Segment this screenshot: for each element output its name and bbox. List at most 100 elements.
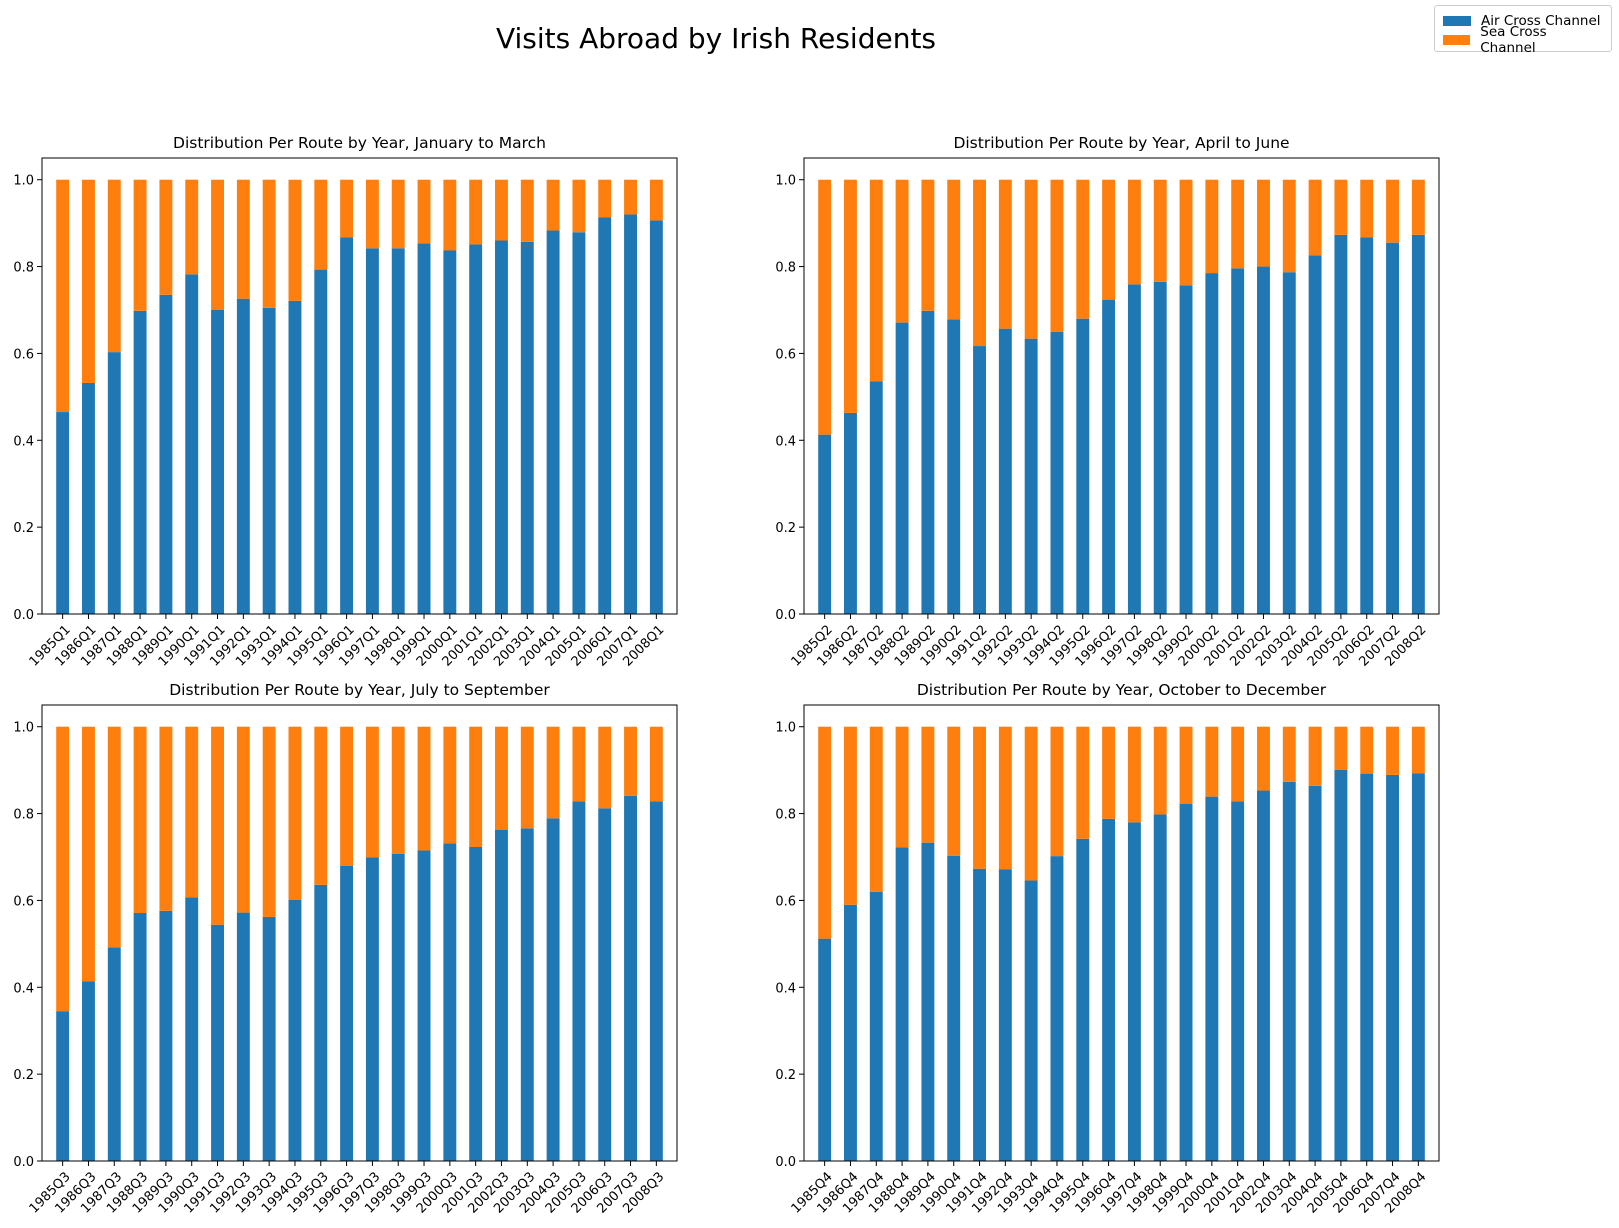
legend-swatch-air bbox=[1443, 15, 1471, 26]
bar-sea-2000Q3 bbox=[443, 726, 457, 844]
y-tick-label: 0.6 bbox=[13, 894, 34, 909]
bar-sea-1993Q4 bbox=[1024, 726, 1038, 881]
bar-sea-1998Q2 bbox=[1153, 179, 1167, 282]
bar-air-1995Q4 bbox=[1076, 838, 1090, 1161]
bar-air-1998Q1 bbox=[391, 248, 405, 614]
bar-air-2005Q3 bbox=[572, 801, 586, 1161]
y-tick-label: 0.4 bbox=[775, 981, 796, 996]
bar-sea-2001Q3 bbox=[469, 726, 483, 848]
bar-sea-2005Q4 bbox=[1334, 726, 1348, 770]
bar-sea-2004Q1 bbox=[546, 179, 560, 231]
bar-sea-1993Q1 bbox=[262, 179, 276, 308]
bar-air-1993Q2 bbox=[1024, 338, 1038, 614]
bar-air-1989Q2 bbox=[921, 310, 935, 614]
bar-sea-2005Q1 bbox=[572, 179, 586, 233]
axes-frame bbox=[41, 704, 678, 1162]
y-tick-label: 0.4 bbox=[13, 981, 34, 996]
bar-air-1999Q2 bbox=[1179, 285, 1193, 614]
bar-air-2000Q1 bbox=[443, 250, 457, 614]
bar-air-2006Q1 bbox=[598, 217, 612, 614]
bar-sea-2006Q3 bbox=[598, 726, 612, 809]
bar-sea-2004Q3 bbox=[546, 726, 560, 819]
bar-air-1991Q1 bbox=[211, 310, 224, 614]
legend-swatch-sea bbox=[1443, 34, 1471, 45]
bar-sea-1988Q1 bbox=[133, 179, 147, 311]
bar-air-1985Q3 bbox=[56, 1011, 70, 1161]
bar-air-2003Q3 bbox=[520, 828, 534, 1161]
bar-sea-1987Q3 bbox=[107, 726, 121, 948]
y-tick-label: 0.4 bbox=[13, 434, 34, 449]
bar-sea-1994Q2 bbox=[1050, 179, 1064, 332]
bar-air-2006Q2 bbox=[1360, 237, 1374, 614]
bar-air-1985Q2 bbox=[818, 434, 832, 614]
bar-sea-1999Q2 bbox=[1179, 179, 1193, 286]
bar-sea-1997Q3 bbox=[365, 726, 379, 858]
bar-air-1988Q3 bbox=[133, 913, 147, 1161]
bar-sea-2008Q2 bbox=[1411, 179, 1425, 235]
bar-air-2001Q1 bbox=[469, 244, 483, 615]
bar-sea-1995Q3 bbox=[314, 726, 328, 885]
y-tick-label: 0.8 bbox=[13, 808, 34, 823]
bar-sea-2004Q4 bbox=[1308, 726, 1322, 786]
bar-air-2006Q3 bbox=[598, 808, 612, 1161]
y-tick-label: 1.0 bbox=[775, 721, 796, 736]
bar-sea-1987Q2 bbox=[869, 179, 883, 382]
bar-sea-1989Q4 bbox=[921, 726, 935, 843]
bar-air-2001Q2 bbox=[1231, 268, 1245, 614]
y-tick-label: 0.8 bbox=[775, 808, 796, 823]
bar-sea-2000Q4 bbox=[1205, 726, 1219, 797]
bar-sea-2002Q3 bbox=[495, 726, 508, 830]
bar-sea-2003Q2 bbox=[1282, 179, 1296, 273]
bar-air-1996Q4 bbox=[1102, 818, 1116, 1161]
bar-air-2004Q1 bbox=[546, 230, 560, 614]
bar-sea-1985Q4 bbox=[818, 726, 832, 939]
bar-sea-1989Q2 bbox=[921, 179, 935, 311]
bar-air-1985Q4 bbox=[818, 938, 832, 1161]
bar-air-1992Q2 bbox=[998, 328, 1012, 614]
y-tick-label: 0.0 bbox=[13, 1155, 34, 1170]
subplot-title: Distribution Per Route by Year, January … bbox=[173, 134, 546, 152]
bar-air-2002Q4 bbox=[1257, 790, 1270, 1161]
axes-frame bbox=[41, 157, 678, 615]
bar-sea-2006Q1 bbox=[598, 179, 612, 218]
bar-sea-2006Q2 bbox=[1360, 179, 1374, 238]
bar-air-1994Q4 bbox=[1050, 856, 1064, 1161]
bar-air-1991Q4 bbox=[973, 868, 986, 1161]
bar-sea-1991Q1 bbox=[211, 179, 224, 310]
y-tick-label: 0.6 bbox=[775, 347, 796, 362]
bar-sea-2001Q1 bbox=[469, 179, 483, 245]
bar-sea-2002Q4 bbox=[1257, 726, 1270, 791]
bar-air-2000Q3 bbox=[443, 843, 457, 1161]
bar-air-1988Q2 bbox=[895, 322, 909, 614]
bar-sea-1988Q4 bbox=[895, 726, 909, 848]
bar-air-1997Q4 bbox=[1127, 822, 1141, 1161]
bar-sea-1991Q2 bbox=[973, 179, 986, 347]
bar-air-1994Q2 bbox=[1050, 331, 1064, 614]
bar-sea-2001Q4 bbox=[1231, 726, 1245, 802]
bar-air-2008Q4 bbox=[1411, 773, 1425, 1161]
bar-air-1994Q3 bbox=[288, 899, 302, 1161]
subplot-title: Distribution Per Route by Year, July to … bbox=[169, 681, 550, 699]
bar-sea-2000Q1 bbox=[443, 179, 457, 251]
bar-sea-1986Q4 bbox=[844, 726, 857, 905]
bar-sea-1994Q3 bbox=[288, 726, 302, 900]
bar-air-1998Q3 bbox=[391, 853, 405, 1161]
bar-air-1986Q3 bbox=[82, 981, 95, 1161]
bar-sea-2007Q3 bbox=[624, 726, 637, 796]
y-tick-label: 0.2 bbox=[13, 521, 34, 536]
bar-air-2006Q4 bbox=[1360, 773, 1374, 1161]
y-tick-label: 0.0 bbox=[775, 608, 796, 623]
bar-air-1988Q4 bbox=[895, 847, 909, 1161]
bar-air-1987Q3 bbox=[107, 947, 121, 1161]
bar-air-1996Q2 bbox=[1102, 300, 1116, 614]
bar-sea-1987Q1 bbox=[107, 179, 121, 353]
bar-sea-2001Q2 bbox=[1231, 179, 1245, 269]
legend-label-sea: Sea Cross Channel bbox=[1480, 23, 1547, 56]
bar-air-2007Q2 bbox=[1386, 242, 1399, 614]
bar-sea-1993Q3 bbox=[262, 726, 276, 917]
bar-sea-2005Q3 bbox=[572, 726, 586, 802]
bar-sea-2007Q2 bbox=[1386, 179, 1399, 243]
bar-sea-1996Q2 bbox=[1102, 179, 1116, 301]
bar-air-1986Q4 bbox=[844, 904, 857, 1161]
